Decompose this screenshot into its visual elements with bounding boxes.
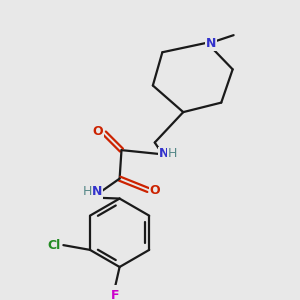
Text: O: O xyxy=(92,124,103,138)
Text: O: O xyxy=(149,184,160,197)
Text: Cl: Cl xyxy=(47,238,61,252)
Text: N: N xyxy=(206,37,216,50)
Text: N: N xyxy=(159,147,169,161)
Text: H: H xyxy=(168,147,178,161)
Text: H: H xyxy=(82,185,92,198)
Text: N: N xyxy=(92,185,102,198)
Text: F: F xyxy=(111,289,119,300)
